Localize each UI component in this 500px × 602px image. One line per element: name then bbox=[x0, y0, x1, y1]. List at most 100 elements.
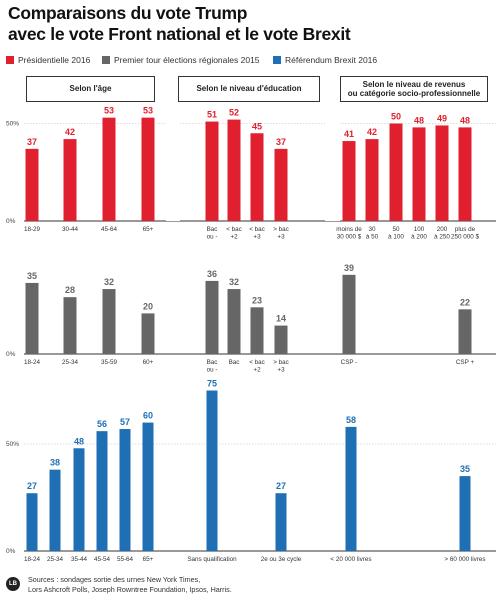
category-label: < bac bbox=[226, 226, 242, 233]
category-label: +2 bbox=[230, 234, 238, 241]
legend-item-regionales: Premier tour élections régionales 2015 bbox=[102, 55, 260, 65]
category-label: CSP - bbox=[341, 359, 358, 366]
section-header-income: Selon le niveau de revenus ou catégorie … bbox=[340, 76, 488, 102]
bar bbox=[102, 117, 116, 221]
axis-tick-label: 0% bbox=[6, 548, 16, 555]
category-label: 35-59 bbox=[101, 359, 118, 366]
category-label: 35-44 bbox=[71, 556, 88, 563]
bar bbox=[250, 133, 264, 221]
legend-item-brexit: Référendum Brexit 2016 bbox=[273, 55, 377, 65]
bar bbox=[73, 448, 85, 551]
data-label: 53 bbox=[104, 106, 114, 116]
legend-item-presidentielle: Présidentielle 2016 bbox=[6, 55, 90, 65]
axis-tick-label: 0% bbox=[6, 351, 16, 358]
category-label: 60+ bbox=[143, 359, 154, 366]
bar bbox=[275, 493, 287, 551]
data-label: 58 bbox=[346, 415, 356, 425]
category-label: > 60 000 livres bbox=[444, 556, 485, 563]
data-label: 36 bbox=[207, 269, 217, 279]
category-label: +2 bbox=[253, 367, 261, 374]
category-label: moins de bbox=[336, 226, 362, 233]
category-label: 30 bbox=[368, 226, 376, 233]
category-label: Sans qualification bbox=[187, 556, 237, 563]
category-label: > bac bbox=[273, 226, 289, 233]
legend-label: Premier tour élections régionales 2015 bbox=[114, 55, 260, 65]
category-label: à 100 bbox=[388, 234, 404, 241]
section-header-age: Selon l'âge bbox=[26, 76, 155, 102]
data-label: 42 bbox=[65, 127, 75, 137]
data-label: 27 bbox=[27, 481, 37, 491]
data-label: 52 bbox=[229, 108, 239, 118]
category-label: < 20 000 livres bbox=[330, 556, 371, 563]
category-label: 50 bbox=[392, 226, 400, 233]
bar bbox=[342, 141, 356, 221]
category-label: 18-29 bbox=[24, 226, 41, 233]
data-label: 37 bbox=[276, 137, 286, 147]
data-label: 20 bbox=[143, 301, 153, 311]
category-label: 45-64 bbox=[101, 226, 118, 233]
bar bbox=[141, 117, 155, 221]
bar bbox=[458, 309, 472, 354]
category-label: 65+ bbox=[143, 556, 154, 563]
legend-swatch-red bbox=[6, 56, 14, 64]
category-label: < bac bbox=[249, 226, 265, 233]
category-label: 100 bbox=[414, 226, 425, 233]
section-header-text: Selon le niveau de revenus bbox=[362, 79, 466, 89]
category-label: 45-54 bbox=[94, 556, 111, 563]
legend-swatch-blue bbox=[273, 56, 281, 64]
bar bbox=[49, 469, 61, 551]
axis-tick-label: 50% bbox=[6, 121, 19, 128]
title-line-2: avec le vote Front national et le vote B… bbox=[8, 24, 351, 44]
data-label: 35 bbox=[27, 271, 37, 281]
category-label: 2e ou 3e cycle bbox=[261, 556, 302, 563]
source-note: Sources : sondages sortie des urnes New … bbox=[28, 575, 328, 594]
bar bbox=[96, 431, 108, 551]
bar bbox=[274, 148, 288, 221]
category-label: 18-24 bbox=[24, 359, 41, 366]
category-label: Bac bbox=[207, 226, 218, 233]
section-header-education: Selon le niveau d'éducation bbox=[178, 76, 320, 102]
data-label: 56 bbox=[97, 419, 107, 429]
category-label: ou - bbox=[207, 234, 218, 241]
data-label: 32 bbox=[229, 277, 239, 287]
data-label: 35 bbox=[460, 464, 470, 474]
title-line-1: Comparaisons du vote Trump bbox=[8, 3, 248, 23]
category-label: +3 bbox=[277, 234, 285, 241]
data-label: 38 bbox=[50, 458, 60, 468]
axis-tick-label: 50% bbox=[6, 441, 19, 448]
legend-swatch-gray bbox=[102, 56, 110, 64]
data-label: 32 bbox=[104, 277, 114, 287]
bar bbox=[458, 127, 472, 221]
legend-label: Référendum Brexit 2016 bbox=[285, 55, 378, 65]
data-label: 53 bbox=[143, 106, 153, 116]
bar bbox=[63, 139, 77, 221]
bar bbox=[206, 390, 218, 551]
bar bbox=[412, 127, 426, 221]
bar bbox=[459, 476, 471, 551]
data-label: 28 bbox=[65, 285, 75, 295]
bar bbox=[274, 325, 288, 354]
category-label: 30 000 $ bbox=[337, 234, 362, 241]
data-label: 42 bbox=[367, 127, 377, 137]
category-label: Bac bbox=[229, 359, 240, 366]
data-label: 45 bbox=[252, 121, 262, 131]
data-label: 48 bbox=[414, 115, 424, 125]
data-label: 37 bbox=[27, 137, 37, 147]
category-label: < bac bbox=[249, 359, 265, 366]
bar bbox=[119, 429, 131, 551]
category-label: CSP + bbox=[456, 359, 475, 366]
category-label: +3 bbox=[277, 367, 285, 374]
bar bbox=[205, 121, 219, 221]
data-label: 48 bbox=[74, 436, 84, 446]
bar bbox=[250, 307, 264, 354]
category-label: à 250 bbox=[434, 234, 450, 241]
data-label: 49 bbox=[437, 113, 447, 123]
legend-label: Présidentielle 2016 bbox=[18, 55, 91, 65]
category-label: plus de bbox=[455, 226, 476, 233]
category-label: Bac bbox=[207, 359, 218, 366]
section-header-text: Selon l'âge bbox=[69, 84, 112, 94]
bar bbox=[26, 493, 38, 551]
bar bbox=[365, 139, 379, 221]
category-label: +3 bbox=[253, 234, 261, 241]
bar bbox=[142, 422, 154, 551]
